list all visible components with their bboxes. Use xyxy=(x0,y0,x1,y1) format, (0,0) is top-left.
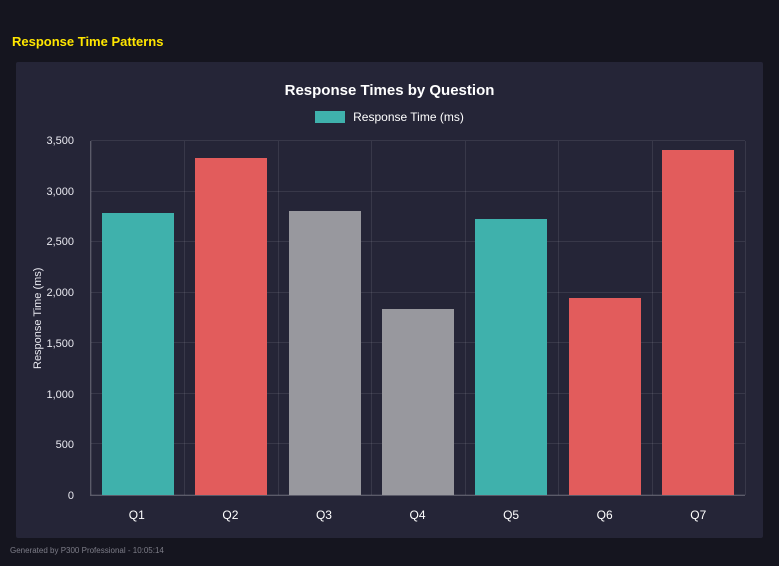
x-tick-label: Q4 xyxy=(409,508,426,522)
y-tick-label: 1,000 xyxy=(46,388,74,401)
bar-q2[interactable] xyxy=(195,158,268,495)
page-title: Response Time Patterns xyxy=(12,34,164,49)
v-gridline xyxy=(464,141,466,495)
legend-label: Response Time (ms) xyxy=(353,110,464,124)
h-gridline xyxy=(91,241,745,243)
x-tick-label: Q2 xyxy=(222,508,239,522)
x-tick-label: Q7 xyxy=(690,508,707,522)
h-gridline xyxy=(91,140,745,141)
bar-slot xyxy=(558,141,651,495)
plot-area xyxy=(90,140,746,496)
v-gridline xyxy=(91,141,92,495)
h-gridline xyxy=(91,291,745,293)
bar-q4[interactable] xyxy=(382,308,454,495)
bar-slot xyxy=(371,141,464,495)
v-gridline xyxy=(184,141,186,495)
chart-panel: Response Times by Question Response Time… xyxy=(16,62,763,538)
v-gridline xyxy=(371,141,373,495)
bar-slot xyxy=(652,141,745,495)
y-axis-ticks: 0 500 1,000 1,500 2,000 2,500 3,000 3,500 xyxy=(16,135,82,502)
v-gridline xyxy=(651,141,653,495)
v-gridline xyxy=(558,141,560,495)
y-tick-label: 500 xyxy=(55,439,74,452)
bar-slot xyxy=(278,141,371,495)
bar-q3[interactable] xyxy=(288,211,361,495)
chart-legend[interactable]: Response Time (ms) xyxy=(16,110,763,124)
bar-slot xyxy=(91,141,184,495)
h-gridline xyxy=(91,190,745,192)
v-gridline xyxy=(745,141,746,495)
footer-note: Generated by P300 Professional - 10:05:1… xyxy=(10,546,164,555)
x-axis-labels: Q1 Q2 Q3 Q4 Q5 Q6 Q7 xyxy=(90,508,745,522)
bars-layer xyxy=(91,141,745,495)
y-tick-label: 3,500 xyxy=(46,135,74,147)
bar-slot xyxy=(184,141,277,495)
x-tick-label: Q5 xyxy=(503,508,520,522)
y-tick-label: 1,500 xyxy=(46,337,74,350)
v-gridline xyxy=(277,141,279,495)
chart-title: Response Times by Question xyxy=(284,82,495,99)
bar-q1[interactable] xyxy=(101,212,174,495)
y-tick-label: 2,500 xyxy=(46,236,74,249)
y-tick-label: 2,000 xyxy=(46,287,74,300)
bar-q7[interactable] xyxy=(662,150,735,495)
y-tick-label: 0 xyxy=(67,490,74,502)
bar-q5[interactable] xyxy=(475,218,548,495)
bar-q6[interactable] xyxy=(568,297,641,495)
y-tick-label: 3,000 xyxy=(46,185,74,198)
legend-swatch xyxy=(315,111,346,123)
bar-slot xyxy=(465,141,558,495)
x-tick-label: Q1 xyxy=(128,508,145,522)
x-tick-label: Q6 xyxy=(596,508,613,522)
x-tick-label: Q3 xyxy=(315,508,332,522)
